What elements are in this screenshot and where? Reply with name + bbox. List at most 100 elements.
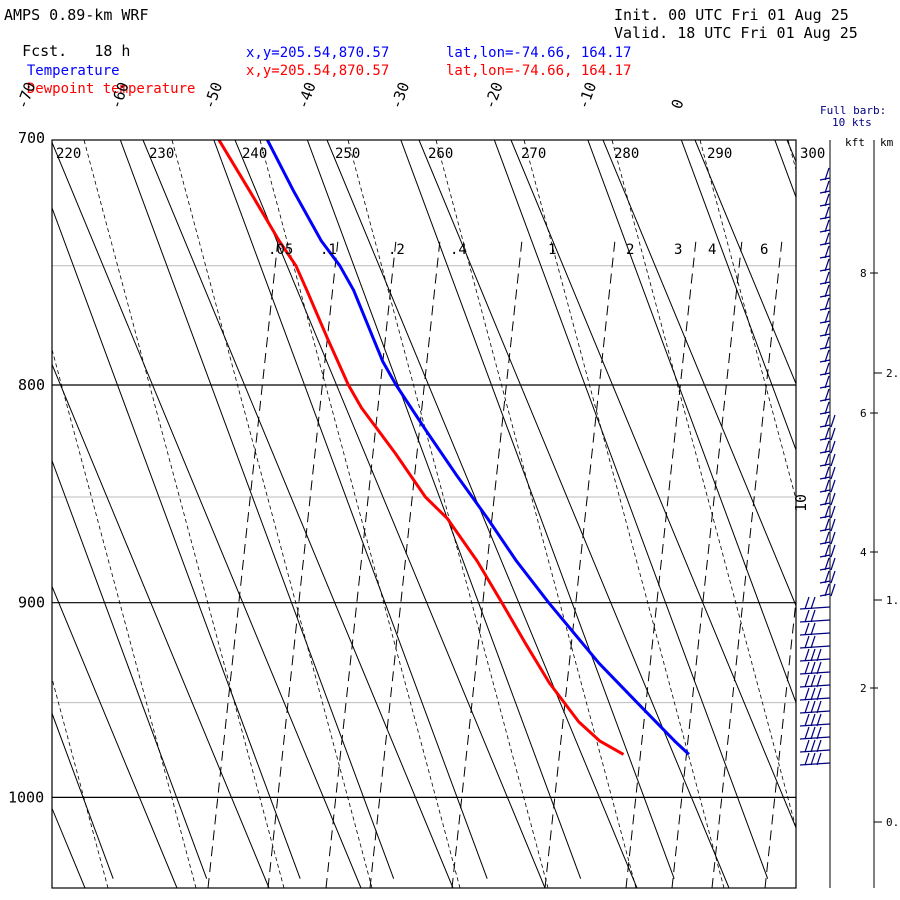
- km-tick-label: 1.: [886, 594, 899, 607]
- wind-barb-feather: [830, 557, 836, 571]
- wind-barb: [819, 427, 836, 441]
- legend-temperature-latlon: lat,lon=-74.66, 164.17: [446, 45, 632, 61]
- wind-barb: [819, 349, 831, 363]
- dry-adiabat-line: [52, 585, 178, 888]
- wind-barb: [799, 687, 831, 701]
- wind-barb-feather: [824, 401, 830, 415]
- theta-label: 220: [56, 146, 81, 162]
- temperature-tick-label: -20: [481, 80, 507, 112]
- kft-tick-label: 2: [860, 682, 867, 695]
- isotherm-line: [587, 140, 796, 705]
- wind-barb-feather: [824, 492, 830, 506]
- wind-barb-feather: [824, 440, 830, 454]
- wind-barb-feather: [804, 648, 810, 662]
- moist-adiabat-line: [876, 140, 900, 888]
- wind-barb-feather: [804, 726, 810, 740]
- wind-barb: [799, 739, 831, 753]
- wind-barb: [819, 453, 836, 467]
- wind-barb-feather: [824, 297, 830, 311]
- mixing-ratio-label: 3: [674, 242, 682, 258]
- wind-barb: [819, 583, 836, 597]
- moist-adiabat-line: [52, 677, 109, 888]
- wind-barb: [819, 544, 836, 558]
- wind-barb-feather: [810, 687, 816, 701]
- dry-adiabat-line: [418, 140, 730, 888]
- theta-label: 290: [707, 146, 732, 162]
- wind-barb-feather: [830, 453, 836, 467]
- wind-barb-feather: [824, 518, 830, 532]
- wind-barb-feather: [830, 466, 836, 480]
- pressure-tick-label: 900: [18, 594, 45, 612]
- isotherm-line: [680, 140, 796, 452]
- wind-barb-feather: [824, 570, 830, 584]
- wind-barb-feather: [824, 583, 830, 597]
- wind-barb-feather: [824, 427, 830, 441]
- isotherm-line: [213, 140, 488, 879]
- legend-temperature-label: Temperature: [26, 63, 120, 79]
- wind-barb-feather: [824, 258, 830, 272]
- km-tick-label: 2.: [886, 367, 899, 380]
- wind-barb: [819, 336, 831, 350]
- wind-barb-feather: [830, 414, 836, 428]
- legend-dewpoint-label: Dewpoint temperature: [26, 81, 196, 97]
- mixing-ratio-label: .1: [320, 242, 337, 258]
- wind-barb-feather: [824, 206, 830, 220]
- moist-adiabat-line: [83, 140, 285, 888]
- wind-barb: [799, 726, 831, 740]
- wind-barb: [819, 440, 836, 454]
- wind-barb-feather: [804, 674, 810, 688]
- mixing-ratio-line: [544, 239, 616, 888]
- wind-barb-feather: [824, 375, 830, 389]
- wind-barb-feather: [824, 271, 830, 285]
- kft-axis-label: kft: [845, 136, 865, 149]
- wind-barb: [819, 492, 836, 506]
- wind-barb-key-value: 10 kts: [832, 116, 872, 129]
- pressure-tick-label: 700: [18, 129, 45, 147]
- theta-label: 300: [800, 146, 825, 162]
- theta-label: 250: [335, 146, 360, 162]
- isotherm-line: [306, 140, 582, 879]
- wind-barb-feather: [830, 505, 836, 519]
- wind-barb-feather: [824, 180, 830, 194]
- km-tick-label: 0.: [886, 816, 899, 829]
- wind-barb: [819, 570, 836, 584]
- wind-barb: [819, 284, 831, 298]
- wind-barb: [819, 505, 836, 519]
- wind-barb-feather: [824, 388, 830, 402]
- wind-barb-feather: [824, 414, 830, 428]
- wind-barb-feather: [824, 219, 830, 233]
- init-time: Init. 00 UTC Fri 01 Aug 25: [614, 6, 849, 24]
- wind-barb-feather: [804, 739, 810, 753]
- model-title: AMPS 0.89-km WRF: [4, 6, 149, 24]
- wind-barb-feather: [830, 583, 836, 597]
- temperature-tick-label: -30: [387, 80, 413, 112]
- isotherm-line: [52, 711, 114, 879]
- temperature-tick-label: -70: [13, 80, 39, 112]
- wind-barb: [819, 388, 831, 402]
- wind-barb-feather: [830, 479, 836, 493]
- wind-barb: [819, 557, 836, 571]
- moist-adiabat-line: [699, 140, 796, 501]
- wind-barb-feather: [824, 232, 830, 246]
- legend-dewpoint: Dewpoint temperature: [10, 62, 196, 98]
- wind-barb: [819, 193, 831, 207]
- isotherm-line: [868, 138, 900, 878]
- wind-barb: [799, 596, 831, 610]
- wind-barb-feather: [810, 713, 816, 727]
- wind-barb-key-title: Full barb:: [820, 104, 886, 117]
- dry-adiabat-line: [52, 363, 270, 888]
- wind-barb-feather: [816, 726, 822, 740]
- kft-tick-label: 8: [860, 267, 867, 280]
- wind-barb-feather: [824, 310, 830, 324]
- pressure-tick-label: 1000: [8, 788, 44, 806]
- theta-label: 240: [242, 146, 267, 162]
- wind-barb: [819, 518, 836, 532]
- isotherm-line: [119, 140, 395, 879]
- dry-adiabat-line: [879, 140, 900, 888]
- wind-barb-feather: [804, 609, 810, 623]
- moist-adiabat-line: [259, 140, 461, 888]
- theta-label: 260: [428, 146, 453, 162]
- wind-barb-feather: [824, 167, 830, 181]
- wind-barb-feather: [816, 700, 822, 714]
- legend-dewpoint-latlon: lat,lon=-74.66, 164.17: [446, 63, 632, 79]
